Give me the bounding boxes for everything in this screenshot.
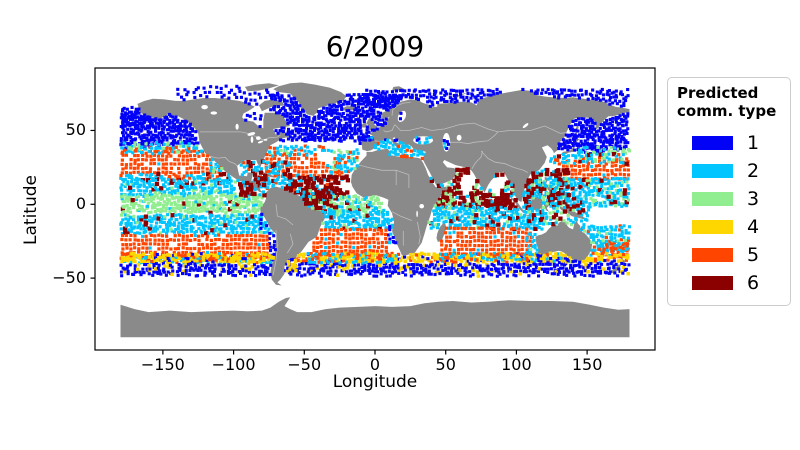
landmass-north-america xyxy=(137,98,291,194)
legend-label: 2 xyxy=(747,160,760,183)
landmass-africa xyxy=(351,148,448,256)
lake-winnipeg xyxy=(235,123,239,130)
landmass-uk xyxy=(366,117,378,131)
lake-michigan xyxy=(250,136,254,143)
x-axis-label: Longitude xyxy=(332,372,418,392)
landmass-borneo xyxy=(529,196,544,211)
country-border-line xyxy=(391,211,412,221)
landmass-ellesmere xyxy=(244,83,279,92)
country-border-line xyxy=(209,155,238,167)
legend-entry-5: 5 xyxy=(677,241,786,269)
landmass-madagascar xyxy=(436,222,447,242)
landmass-eurasia xyxy=(361,89,630,203)
legend-swatch-type-3 xyxy=(692,192,733,207)
legend-entry-3: 3 xyxy=(677,185,786,213)
country-border-line xyxy=(374,140,380,142)
x-tick-label: 150 xyxy=(571,355,603,374)
landmass-australia xyxy=(535,220,593,262)
country-border-line xyxy=(448,131,499,145)
plot-frame xyxy=(94,67,656,351)
x-tick-label: −100 xyxy=(211,355,256,374)
legend-swatch-type-1 xyxy=(692,136,733,151)
x-tick-label: 50 xyxy=(435,355,456,374)
lake-tanganyika xyxy=(416,210,418,218)
great-bear-lake xyxy=(201,105,208,110)
country-border-line xyxy=(391,102,411,116)
x-tick-label: 100 xyxy=(501,355,532,374)
landmass-sulawesi xyxy=(543,203,549,212)
country-border-line xyxy=(408,122,566,134)
country-borders-layer xyxy=(199,102,566,276)
legend-entry-1: 1 xyxy=(677,129,786,157)
legend-swatch-type-6 xyxy=(692,276,733,291)
great-slave-lake xyxy=(210,111,218,115)
country-border-line xyxy=(480,150,528,173)
legend-label: 1 xyxy=(747,132,760,155)
axis-ticks-layer xyxy=(90,129,588,355)
country-border-line xyxy=(275,204,294,226)
legend-label: 5 xyxy=(747,244,760,267)
legend-swatch-type-2 xyxy=(692,164,733,179)
country-border-line xyxy=(383,124,396,133)
lake-huron xyxy=(255,136,261,140)
landmass-ireland xyxy=(360,123,367,128)
lake-ontario xyxy=(263,139,268,141)
legend-entry-6: 6 xyxy=(677,269,786,297)
legend-entry-2: 2 xyxy=(677,157,786,185)
legend-label: 3 xyxy=(747,188,760,211)
y-tick-label: 0 xyxy=(75,194,86,214)
y-tick-label: −50 xyxy=(52,268,86,288)
legend-items: 1 2 3 4 5 6 xyxy=(677,129,786,297)
legend-swatch-type-5 xyxy=(692,248,733,263)
aral-sea xyxy=(456,134,462,141)
landmass-baffin xyxy=(259,99,285,112)
legend-label: 6 xyxy=(747,272,760,295)
country-border-line xyxy=(356,164,410,176)
legend-label: 4 xyxy=(747,216,760,239)
x-tick-label: −50 xyxy=(287,355,322,374)
landmass-nz-south xyxy=(610,264,622,274)
lake-victoria xyxy=(419,204,424,209)
landmass-antarctica xyxy=(120,297,630,338)
x-tick-label: −150 xyxy=(140,355,185,374)
x-tick-label: 0 xyxy=(369,355,381,374)
country-border-line xyxy=(471,151,483,170)
landmass-greenland xyxy=(273,82,347,116)
lake-superior xyxy=(247,132,256,136)
chart-title: 6/2009 xyxy=(325,30,425,63)
lake-baikal xyxy=(522,123,529,129)
country-border-line xyxy=(272,230,278,276)
legend-entry-4: 4 xyxy=(677,213,786,241)
landmass-victoria-island xyxy=(209,98,233,104)
lake-erie xyxy=(257,140,264,144)
country-border-line xyxy=(417,221,421,245)
y-tick-label: 50 xyxy=(65,120,86,140)
legend-swatch-type-4 xyxy=(692,220,733,235)
legend-title: Predicted comm. type xyxy=(677,84,777,120)
country-border-line xyxy=(394,124,409,131)
scatter-layer xyxy=(119,84,632,278)
country-border-line xyxy=(286,233,294,254)
legend: Predicted comm. type 1 2 3 4 5 6 xyxy=(667,77,791,307)
